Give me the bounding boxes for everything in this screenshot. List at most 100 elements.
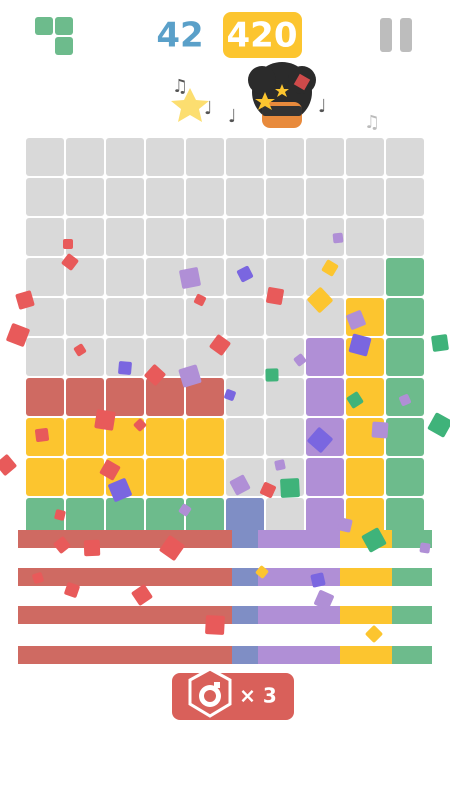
confetti-piece xyxy=(83,539,101,557)
cell xyxy=(226,138,264,176)
confetti-piece xyxy=(236,265,254,283)
confetti-piece xyxy=(346,310,366,330)
cell xyxy=(346,138,384,176)
confetti-piece xyxy=(54,509,66,521)
cell xyxy=(306,338,344,376)
cell xyxy=(146,298,184,336)
stripe xyxy=(18,606,232,624)
pause-button[interactable] xyxy=(380,18,412,52)
cell xyxy=(146,458,184,496)
cell xyxy=(226,298,264,336)
cell xyxy=(66,378,104,416)
cell xyxy=(266,378,304,416)
cell xyxy=(106,218,144,256)
confetti-piece xyxy=(178,503,192,517)
cell xyxy=(386,458,424,496)
cell xyxy=(26,378,64,416)
cell xyxy=(186,458,224,496)
cell xyxy=(346,178,384,216)
confetti-piece xyxy=(6,323,30,347)
confetti-piece xyxy=(178,364,202,388)
cell xyxy=(226,498,264,536)
cell xyxy=(266,178,304,216)
cell xyxy=(386,218,424,256)
cell xyxy=(146,178,184,216)
stripe xyxy=(18,646,232,664)
cell xyxy=(386,138,424,176)
confetti-piece xyxy=(427,412,450,438)
cell xyxy=(306,218,344,256)
confetti-piece xyxy=(159,535,185,561)
cell xyxy=(66,418,104,456)
stripe xyxy=(340,646,392,664)
confetti xyxy=(0,232,450,643)
cell xyxy=(26,138,64,176)
svg-text:♩: ♩ xyxy=(204,98,213,119)
cell xyxy=(146,218,184,256)
cell xyxy=(306,178,344,216)
confetti-piece xyxy=(274,459,286,471)
cell xyxy=(66,258,104,296)
cell xyxy=(306,258,344,296)
cell xyxy=(226,178,264,216)
cell xyxy=(66,498,104,536)
confetti-piece xyxy=(348,333,372,357)
confetti-piece xyxy=(307,287,333,313)
confetti-piece xyxy=(209,334,231,356)
cell xyxy=(346,458,384,496)
stripe xyxy=(392,606,432,624)
cell xyxy=(106,418,144,456)
cell xyxy=(106,178,144,216)
confetti-piece xyxy=(131,584,153,606)
confetti-piece xyxy=(337,517,353,533)
stripe xyxy=(232,530,258,548)
svg-text:♫: ♫ xyxy=(172,76,188,97)
menu-icon[interactable] xyxy=(35,17,73,55)
cell xyxy=(146,138,184,176)
confetti-piece xyxy=(63,239,73,249)
cell xyxy=(386,178,424,216)
lines-count: 42 xyxy=(156,16,203,56)
confetti-piece xyxy=(144,364,166,386)
confetti-piece xyxy=(361,527,387,553)
confetti-piece xyxy=(64,582,80,598)
cell xyxy=(386,498,424,536)
stripe xyxy=(232,568,258,586)
cell xyxy=(226,378,264,416)
stripe xyxy=(340,606,392,624)
stripe xyxy=(392,568,432,586)
confetti-piece xyxy=(118,361,132,375)
points-count: 420 xyxy=(227,16,298,56)
confetti-piece xyxy=(229,474,251,496)
stripe xyxy=(258,606,340,624)
stripe xyxy=(232,606,258,624)
cell xyxy=(146,258,184,296)
cell xyxy=(106,498,144,536)
cell xyxy=(26,218,64,256)
confetti-piece xyxy=(34,427,50,443)
confetti-piece xyxy=(346,391,364,409)
confetti-piece xyxy=(365,625,383,643)
cell xyxy=(226,418,264,456)
confetti-piece xyxy=(431,334,449,352)
cell xyxy=(146,418,184,456)
stripe xyxy=(18,568,232,586)
points-badge xyxy=(223,12,302,58)
cell xyxy=(106,338,144,376)
cell xyxy=(146,498,184,536)
bomb-button[interactable]: × 3 xyxy=(172,667,294,720)
bomb-count: × 3 xyxy=(239,684,277,708)
confetti-piece xyxy=(73,343,87,357)
confetti-piece xyxy=(61,253,79,271)
cell xyxy=(266,218,304,256)
cell xyxy=(186,418,224,456)
confetti-piece xyxy=(179,267,201,289)
cell xyxy=(26,258,64,296)
cell xyxy=(106,298,144,336)
cell xyxy=(26,178,64,216)
confetti-piece xyxy=(310,572,326,588)
cell xyxy=(26,458,64,496)
confetti-piece xyxy=(108,478,132,502)
